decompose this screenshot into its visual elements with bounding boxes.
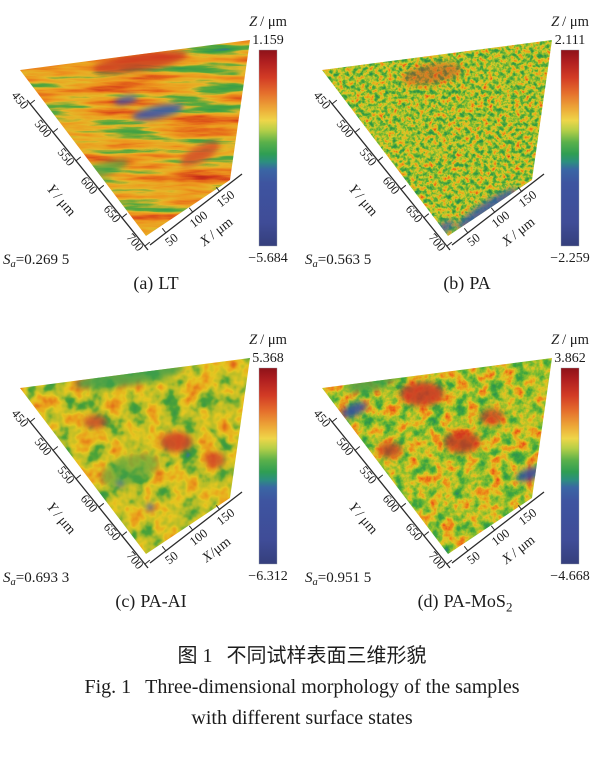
panel-b: 450 500 550 600 650 700 Y/ μm 50 100 150… — [302, 4, 604, 298]
y-tick-label: 700 — [124, 548, 147, 571]
y-tick-label: 500 — [334, 117, 357, 140]
y-axis-label: Y/ μm — [345, 182, 380, 220]
y-tick-label: 450 — [311, 89, 334, 112]
panel-c: 450 500 550 600 650 700 Y/ μm 50 100 150… — [0, 322, 302, 616]
sa-roughness-value: Sa=0.693 3 — [3, 570, 69, 588]
colorbar-min: −6.312 — [248, 569, 287, 584]
panel-d: 450 500 550 600 650 700 Y/ μm 50 100 150… — [302, 322, 604, 616]
y-tick-label: 450 — [311, 406, 334, 429]
colorbar-title: Z / μm — [249, 14, 288, 30]
x-tick-label: 150 — [214, 505, 237, 528]
y-tick-label: 550 — [357, 463, 380, 486]
y-axis-label: Y/ μm — [345, 500, 380, 538]
colorbar-gradient — [258, 49, 278, 247]
y-tick-label: 700 — [426, 548, 449, 571]
panel-caption-d: (d) PA-MoS2 — [417, 590, 513, 615]
y-tick-label: 450 — [9, 89, 32, 112]
surface-plot-b: 450 500 550 600 650 700 Y/ μm 50 100 150… — [305, 14, 590, 270]
surface-plot-d: 450 500 550 600 650 700 Y/ μm 50 100 150… — [305, 332, 590, 588]
y-tick-label: 650 — [101, 202, 124, 225]
sa-roughness-value: Sa=0.563 5 — [305, 252, 371, 270]
x-tick-label: 150 — [516, 505, 539, 528]
colorbar-max: 3.862 — [554, 351, 586, 366]
colorbar-max: 2.111 — [555, 33, 585, 48]
y-tick-label: 650 — [403, 520, 426, 543]
panel-caption-c: (c) PA-AI — [115, 590, 187, 611]
colorbar-min: −2.259 — [550, 251, 589, 266]
figure-caption-en-line1: Fig. 1 Three-dimensional morphology of th… — [84, 676, 520, 699]
x-tick-label: 100 — [489, 208, 512, 231]
y-tick-label: 600 — [78, 174, 101, 197]
y-axis-label: Y/ μm — [43, 182, 78, 220]
x-tick-label: 100 — [489, 526, 512, 549]
panel-caption-a: (a) LT — [133, 273, 179, 293]
surface-texture-overlay — [75, 363, 225, 511]
colorbar-min: −5.684 — [248, 251, 287, 266]
y-tick-label: 500 — [32, 435, 55, 458]
colorbar-gradient — [560, 367, 580, 564]
figure-caption-zh: 图 1 不同试样表面三维形貌 — [177, 645, 427, 668]
colorbar-gradient — [560, 49, 580, 247]
figure-caption-en-line2: with different surface states — [191, 707, 413, 730]
colorbar-min: −4.668 — [550, 569, 589, 584]
panel-caption-b: (b) PA — [443, 273, 491, 293]
colorbar: Z / μm 1.159 −5.684 — [248, 14, 287, 266]
x-tick-label: 150 — [516, 188, 539, 211]
colorbar: Z / μm 3.862 −4.668 — [550, 332, 589, 584]
y-axis-label: Y/ μm — [43, 500, 78, 538]
colorbar-gradient — [258, 367, 278, 564]
y-tick-label: 650 — [403, 202, 426, 225]
y-tick-label: 600 — [380, 174, 403, 197]
y-tick-label: 550 — [357, 145, 380, 168]
y-tick-label: 700 — [426, 231, 449, 254]
sa-roughness-value: Sa=0.951 5 — [305, 570, 371, 588]
panel-grid: 450 500 550 600 650 700 Y/ μm 50 100 150… — [0, 4, 604, 615]
surface-plot-c: 450 500 550 600 650 700 Y/ μm 50 100 150… — [3, 332, 288, 588]
sa-roughness-value: Sa=0.269 5 — [3, 252, 69, 270]
colorbar-max: 5.368 — [252, 351, 284, 366]
colorbar: Z / μm 5.368 −6.312 — [248, 332, 287, 584]
y-tick-label: 600 — [380, 491, 403, 514]
colorbar-title: Z / μm — [249, 332, 288, 348]
panel-a: 450 500 550 600 650 700 Y/ μm 50 100 150… — [0, 4, 302, 298]
y-tick-label: 550 — [55, 463, 78, 486]
y-tick-label: 500 — [32, 117, 55, 140]
y-tick-label: 600 — [78, 491, 101, 514]
colorbar-title: Z / μm — [551, 332, 590, 348]
y-tick-label: 650 — [101, 520, 124, 543]
x-tick-label: 100 — [187, 208, 210, 231]
y-tick-label: 550 — [55, 145, 78, 168]
colorbar: Z / μm 2.111 −2.259 — [550, 14, 589, 266]
y-tick-label: 500 — [334, 435, 357, 458]
y-tick-label: 700 — [124, 231, 147, 254]
figure-caption: 图 1 不同试样表面三维形貌 Fig. 1 Three-dimensional mo… — [0, 641, 604, 734]
surface-plot-a: 450 500 550 600 650 700 Y/ μm 50 100 150… — [3, 14, 288, 270]
x-tick-label: 100 — [187, 526, 210, 549]
colorbar-max: 1.159 — [252, 33, 284, 48]
colorbar-title: Z / μm — [551, 14, 590, 30]
y-tick-label: 450 — [9, 406, 32, 429]
x-tick-label: 150 — [214, 188, 237, 211]
